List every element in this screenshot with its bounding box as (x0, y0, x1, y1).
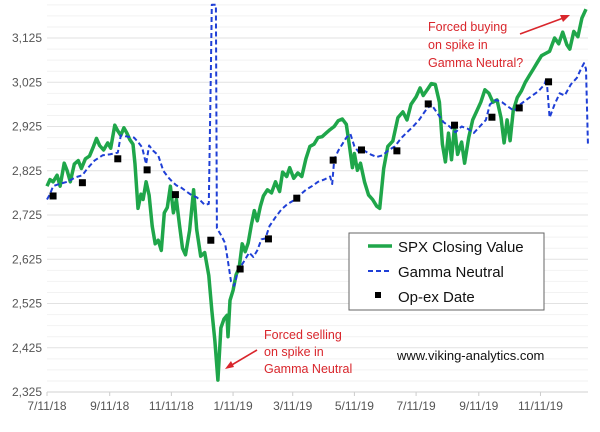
y-tick-label: 2,525 (12, 297, 42, 311)
y-axis-ticks: 2,325 2,425 2,525 2,625 2,725 2,825 2,925 3,025… (12, 31, 42, 399)
watermark-url: www.viking-analytics.com (396, 348, 544, 363)
opex-marker (393, 147, 401, 155)
annotation-buying-line-2: on spike in (428, 38, 488, 52)
x-tick-label: 1/11/19 (213, 399, 252, 413)
annotation-buying-line-1: Forced buying (428, 20, 507, 34)
annotation-buying-arrow (519, 16, 567, 35)
legend-label-opex: Op-ex Date (398, 289, 475, 306)
opex-marker (451, 121, 459, 129)
annotation-buying-arrowhead (560, 15, 570, 22)
legend: SPX Closing Value Gamma Neutral Op-ex Da… (348, 232, 545, 311)
y-tick-label: 3,125 (12, 31, 42, 45)
annotation-selling-arrow (229, 349, 258, 367)
opex-markers (49, 78, 553, 273)
annotation-selling-arrowhead (225, 361, 234, 369)
opex-marker (171, 191, 179, 199)
x-tick-label: 7/11/18 (27, 399, 66, 413)
y-tick-label: 2,325 (12, 385, 42, 399)
opex-marker (143, 166, 151, 174)
annotation-selling-line-1: Forced selling (264, 328, 342, 342)
x-tick-label: 7/11/19 (397, 399, 436, 413)
annotation-forced-selling: Forced selling on spike in Gamma Neutral (225, 328, 352, 376)
annotation-selling-line-3: Gamma Neutral (264, 362, 352, 376)
legend-label-spx: SPX Closing Value (398, 239, 524, 256)
x-tick-label: 9/11/18 (90, 399, 129, 413)
y-tick-label: 2,725 (12, 208, 42, 222)
opex-marker (264, 235, 272, 243)
x-tick-label: 9/11/19 (459, 399, 498, 413)
opex-marker (49, 192, 57, 200)
opex-marker (114, 155, 122, 163)
series-layer (45, 3, 589, 382)
opex-marker (488, 113, 496, 121)
opex-marker (515, 104, 523, 112)
x-axis-ticks: 7/11/18 9/11/18 11/11/18 1/11/19 3/11/19 5/11… (27, 392, 563, 413)
annotation-forced-buying: Forced buying on spike in Gamma Neutral? (428, 15, 570, 70)
opex-marker (424, 100, 432, 108)
spx-closing-line (45, 8, 588, 382)
gamma-neutral-line (46, 3, 589, 287)
y-tick-label: 2,625 (12, 252, 42, 266)
x-tick-label: 11/11/19 (518, 399, 563, 413)
y-tick-label: 2,825 (12, 164, 42, 178)
opex-marker (329, 156, 337, 164)
x-tick-label: 11/11/18 (149, 399, 194, 413)
opex-marker (78, 179, 86, 187)
opex-marker (236, 265, 244, 273)
x-tick-label: 5/11/19 (335, 399, 374, 413)
opex-marker (357, 146, 365, 154)
annotation-selling-line-2: on spike in (264, 345, 324, 359)
y-tick-label: 2,425 (12, 341, 42, 355)
opex-marker (293, 194, 301, 202)
y-tick-label: 2,925 (12, 120, 42, 134)
opex-marker (207, 236, 215, 244)
x-tick-label: 3/11/19 (273, 399, 312, 413)
y-tick-label: 3,025 (12, 75, 42, 89)
legend-swatch-opex (375, 292, 381, 298)
annotation-buying-line-3: Gamma Neutral? (428, 56, 523, 70)
legend-label-gamma: Gamma Neutral (398, 264, 504, 281)
opex-marker (545, 78, 553, 86)
